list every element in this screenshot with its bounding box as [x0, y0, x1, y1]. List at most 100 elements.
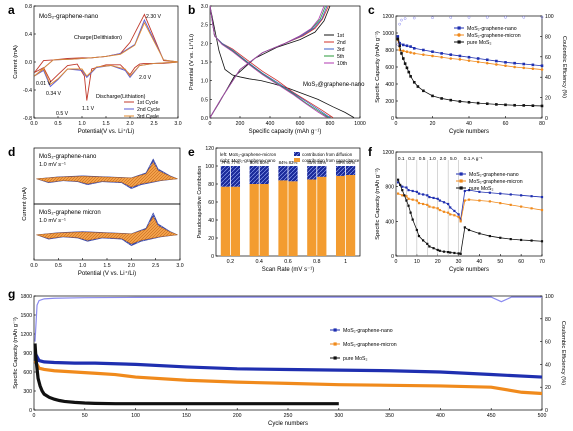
legend-b-10th-label: 10th	[337, 61, 347, 67]
panel-letter-d: d	[8, 145, 15, 159]
gcd-curve-1st	[209, 5, 355, 118]
bar-capacitive	[317, 176, 327, 256]
capacity-point-1	[522, 62, 526, 66]
capacity-point-2	[522, 66, 526, 70]
capacity-point-1	[495, 59, 498, 63]
x-tick-label: 40	[477, 259, 483, 265]
y-tick-label: 20	[208, 236, 214, 242]
x-tick-label: 400	[266, 121, 275, 127]
rate-point-1	[449, 206, 452, 209]
legend-capacitance-swatch	[294, 158, 300, 162]
capacity-point-3	[412, 81, 416, 84]
capacity-point-3	[440, 97, 443, 100]
rate-line-1	[397, 182, 543, 222]
capacity-point-3	[467, 100, 471, 104]
rate-point-1	[411, 189, 414, 193]
rate-point-3	[467, 228, 471, 232]
capacity-point-3	[476, 101, 480, 105]
legend-diffusion-label: contribution from diffusion	[302, 152, 353, 157]
legend-b-5th-label: 5th	[337, 54, 344, 60]
y2-tick-label: 40	[545, 75, 551, 81]
capacity-point-2	[422, 53, 425, 56]
y-tick-label: 300	[23, 389, 32, 395]
rate-point-3	[426, 242, 429, 245]
capacity-point-1	[513, 61, 516, 65]
bar-diffusion	[259, 166, 269, 184]
y-tick-label: 0.4	[25, 32, 32, 38]
ce-point	[504, 15, 507, 19]
x-axis-label: Potential (V vs. Li⁺/Li)	[78, 270, 136, 277]
bar-top-label: 83%	[289, 160, 298, 165]
x-tick-label: 20	[430, 121, 436, 127]
rate-point-2	[428, 205, 431, 208]
bar-diffusion	[335, 166, 346, 176]
capacity-point-3	[431, 94, 434, 98]
x-tick-label: 0	[33, 413, 36, 419]
rate-point-3	[438, 249, 441, 252]
bar-capacitive	[220, 186, 230, 256]
y-tick-label: 0.0	[201, 116, 208, 122]
rate-label: 1.0	[429, 156, 436, 162]
x-category-label: 0.8	[313, 259, 321, 265]
rate-point-1	[540, 195, 544, 199]
capacity-point-2	[431, 54, 434, 58]
legend-f-2-label: MoS₂-graphene-micron	[469, 179, 523, 185]
y-tick-label: 800	[385, 185, 394, 191]
rate-point-2	[401, 194, 404, 197]
rate-point-2	[415, 199, 418, 202]
rate-point-1	[499, 192, 502, 195]
rate-point-2	[407, 197, 410, 200]
y2-tick-label: 20	[545, 385, 551, 391]
y-tick-label: 200	[385, 99, 394, 105]
rate-point-2	[463, 199, 466, 202]
x-tick-label: 2.0	[128, 263, 135, 269]
x-tick-label: 400	[436, 413, 445, 419]
gcd-curve-3rd	[209, 5, 328, 118]
rate-point-2	[459, 220, 462, 223]
panel-f-rate: 0 10 20 30 40 50 60 70 0 400 800 1200 Cycle numbers S…	[375, 150, 545, 273]
ce-line	[34, 296, 542, 342]
capacity-point-2	[402, 49, 405, 53]
gcd-curve-5th	[209, 5, 329, 118]
subpanel-label: MoS₂-graphene-nano	[39, 154, 97, 160]
rate-label: 0.5	[419, 156, 426, 162]
rate-point-1	[415, 190, 418, 193]
gcd-curve-2nd	[209, 5, 329, 118]
rate-point-3	[488, 234, 491, 238]
annotation-discharge: Discharge(Lithiation)	[96, 94, 146, 100]
rate-point-3	[399, 183, 402, 187]
rate-label: 0.2	[408, 156, 415, 162]
panel-d-cv-contribution: MoS₂-graphene-nano 1.0 mV s⁻¹ MoS₂-graphen…	[22, 147, 184, 277]
y-tick-label: -0.8	[23, 116, 32, 122]
y-tick-label: 1.0	[201, 79, 208, 85]
y2-tick-label: 100	[545, 294, 554, 300]
subpanel-rate: 1.0 mV s⁻¹	[39, 162, 66, 168]
legend-c-1-marker	[457, 26, 461, 30]
x-tick-label: 1.0	[78, 121, 85, 127]
legend-a-2-label: 2nd Cycle	[137, 107, 160, 113]
x-tick-label: 30	[456, 259, 462, 265]
capacity-band-2	[33, 359, 543, 396]
y2-tick-label: 100	[545, 14, 554, 20]
y2-tick-label: 80	[545, 317, 551, 323]
y-tick-label: 900	[23, 351, 32, 357]
x-tick-label: 1.5	[102, 121, 109, 127]
x-tick-label: 0.5	[55, 263, 62, 269]
y-axis-label: Current (mA)	[13, 45, 19, 79]
bar-top-label: 85%	[307, 160, 316, 165]
bar-top-label: 80%	[250, 160, 259, 165]
rate-point-2	[488, 200, 491, 203]
y-tick-label: 1000	[382, 31, 394, 37]
capacity-point-2	[412, 52, 416, 55]
x-axis-label: Cycle numbers	[268, 421, 308, 427]
legend-b-2nd-label: 2nd	[337, 40, 346, 46]
rate-point-2	[457, 215, 460, 219]
ce-point	[412, 16, 416, 20]
capacity-point-3	[403, 62, 407, 65]
x-axis-label: Specific capacity (mAh g⁻¹)	[249, 129, 322, 135]
x-tick-label: 200	[236, 121, 245, 127]
rate-point-2	[442, 210, 446, 213]
rate-label: 0.1	[398, 156, 405, 162]
ce-point	[522, 15, 526, 19]
